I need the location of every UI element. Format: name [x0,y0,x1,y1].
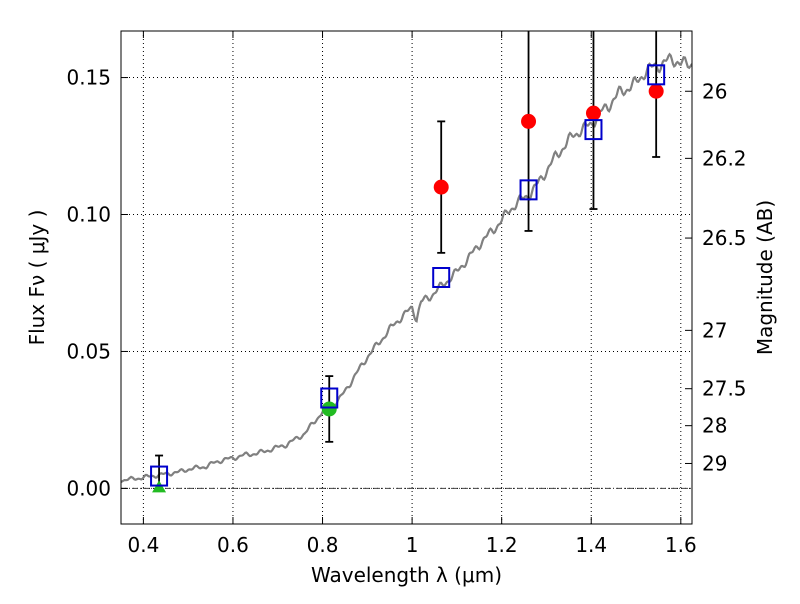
ticks: 0.4 0.6 0.8 1 1.2 1.4 1.6 0.00 0.05 0.10 0.15 26 26.… [66,31,747,557]
x-tick-label: 1.2 [486,533,518,557]
axes-frame [120,30,693,525]
observed-flux-point [321,401,337,417]
y2-tick-label: 29 [702,451,727,475]
y2-axis-label: Magnitude (AB) [753,200,777,355]
x-tick-label: 0.4 [127,533,159,557]
x-tick-label: 1 [406,533,419,557]
plot-area [121,31,692,493]
x-axis-label: Wavelength λ (μm) [311,563,502,587]
y-tick-label: 0.00 [66,476,111,500]
y2-tick-label: 26.2 [702,146,747,170]
observed-flux-point [521,113,537,129]
observed-flux-point [433,179,449,195]
y2-tick-label: 26 [702,79,727,103]
model-photometry-box [647,64,666,86]
x-tick-label: 0.8 [307,533,339,557]
y-tick-label: 0.10 [66,203,111,227]
model-photometry-box [320,387,339,409]
observed-flux-point [585,105,601,121]
model-photometry-box [432,267,451,288]
x-tick-label: 1.4 [575,533,607,557]
y2-tick-label: 27.5 [702,377,747,401]
y2-tick-label: 27 [702,318,727,342]
model-photometry-box [519,179,538,201]
x-tick-label: 1.6 [665,533,697,557]
y2-tick-label: 26.5 [702,226,747,250]
x-tick-label: 0.6 [217,533,249,557]
model-photometry-box [150,465,169,487]
template-spectrum-line [121,52,692,484]
observed-flux-point [648,83,664,99]
y-tick-label: 0.05 [66,339,111,363]
y-tick-label: 0.15 [66,66,111,90]
y2-tick-label: 28 [702,414,727,438]
model-photometry-box [584,119,603,141]
y-axis-label: Flux Fν ( μJy ) [25,210,49,346]
